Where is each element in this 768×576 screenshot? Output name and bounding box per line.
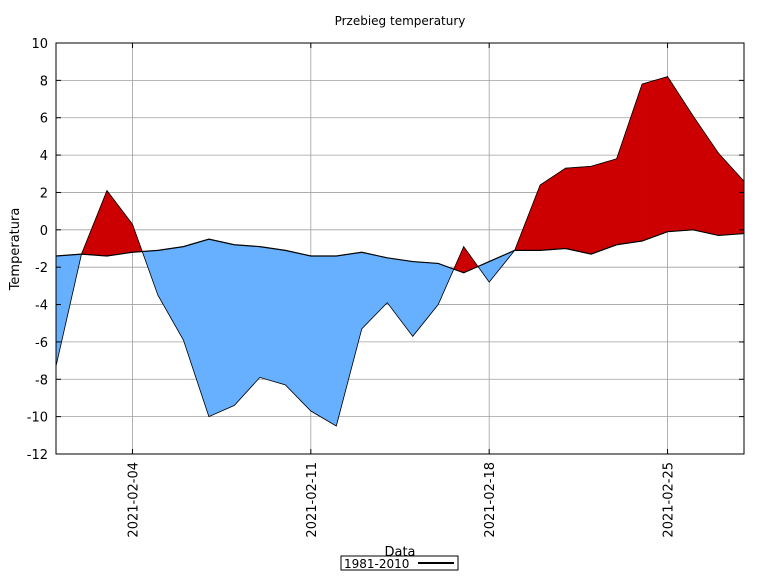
area-segment (616, 84, 643, 246)
area-segment (692, 114, 719, 236)
area-segment (565, 165, 592, 255)
x-tick-label: 2021-02-18 (483, 462, 498, 538)
y-tick-label: -4 (35, 299, 48, 314)
area-segment (590, 158, 617, 255)
area-segment (183, 238, 210, 417)
observed-temperature-line (55, 76, 745, 427)
y-tick-label: 6 (40, 112, 48, 127)
area-segment (641, 76, 668, 242)
y-tick-label: -10 (27, 411, 48, 426)
y-tick-label: 8 (40, 74, 48, 89)
area-segment (335, 251, 363, 427)
chart-title: Przebieg temperatury (335, 14, 466, 28)
area-segment (106, 189, 133, 257)
area-segment (208, 238, 235, 418)
area-segment (259, 246, 286, 386)
y-tick-label: 2 (40, 186, 48, 201)
area-segment (539, 167, 566, 251)
y-tick-label: 0 (40, 224, 48, 239)
area-segment (310, 255, 337, 427)
x-tick-label: 2021-02-25 (662, 462, 677, 538)
difference-areas (55, 75, 745, 427)
area-segment (667, 75, 694, 233)
area-segment (157, 246, 184, 342)
area-segment (463, 245, 479, 274)
y-axis-label: Temperatura (8, 208, 23, 292)
y-tick-label: -2 (35, 261, 48, 276)
area-segment (412, 261, 439, 338)
area-segment (285, 249, 312, 412)
legend: 1981-2010 (340, 555, 459, 571)
y-tick-label: -8 (35, 373, 48, 388)
x-tick-label: 2021-02-11 (305, 462, 320, 538)
legend-label: 1981-2010 (344, 557, 409, 571)
plot-frame (55, 42, 745, 455)
y-tick-label: -6 (35, 336, 48, 351)
norm-1981-2010-line (55, 229, 745, 274)
area-segment (718, 152, 745, 236)
legend-box (340, 555, 459, 571)
y-tick-label: 10 (31, 37, 48, 52)
y-tick-label: -12 (27, 448, 48, 463)
y-tick-label: 4 (40, 149, 48, 164)
tick-labels: -12 -10 -8 -6 -4 -2 0 2 4 6 8 10 2021-02-04 2021-02-1… (27, 37, 744, 538)
x-tick-label: 2021-02-04 (126, 462, 141, 538)
area-segment (361, 251, 388, 330)
area-segment (386, 257, 414, 338)
series-lines (55, 76, 745, 427)
